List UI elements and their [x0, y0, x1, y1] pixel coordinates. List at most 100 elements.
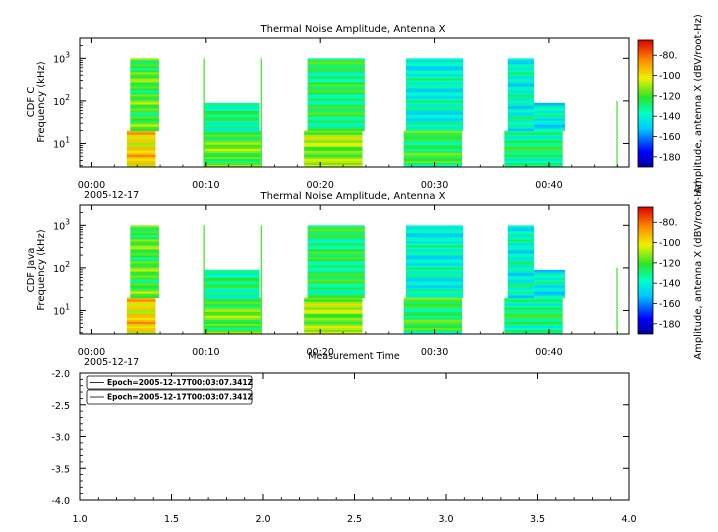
spectrogram-cell — [307, 253, 365, 256]
spectrogram-cell — [307, 96, 365, 99]
spectrogram-cell — [307, 72, 365, 75]
spectrogram-cell — [203, 160, 261, 164]
spectrogram-cell — [126, 144, 156, 148]
spectrogram-cell — [203, 323, 261, 327]
spectrogram-cell — [307, 90, 365, 93]
spectrogram-cell — [307, 245, 365, 248]
spectrogram-cell — [507, 237, 535, 240]
spectrogram-cell — [507, 285, 535, 288]
x-tick-label: 00:20 — [306, 347, 333, 358]
spectrogram-spike — [203, 58, 205, 167]
spectrogram-cell — [203, 317, 261, 321]
spectrogram-cell — [203, 307, 261, 311]
spectrogram-cell — [504, 132, 563, 136]
spectrogram-cell — [307, 269, 365, 272]
spectrogram — [126, 225, 618, 334]
spectrogram-cell — [403, 146, 463, 150]
spectrogram-cell — [534, 283, 565, 287]
spectrogram-cell — [203, 132, 261, 136]
spectrogram-cell — [405, 94, 464, 97]
spectrogram-cell — [304, 323, 363, 327]
spectrogram-cell — [203, 102, 260, 106]
spectrogram-cell — [307, 116, 365, 119]
spectrogram-cell — [130, 285, 159, 288]
spectrogram-cell — [507, 277, 535, 280]
colorbar — [637, 39, 654, 168]
date-label: 2005-12-17 — [84, 357, 139, 368]
spectrogram-cell — [126, 305, 156, 309]
spectrogram-cell — [126, 140, 156, 144]
spectrogram-block — [203, 297, 261, 334]
spectrogram-cell — [130, 84, 159, 87]
spectrogram-cell — [203, 124, 260, 128]
spectrogram-cell — [304, 130, 363, 134]
spectrogram-cell — [405, 112, 464, 115]
spectrogram-block — [507, 58, 535, 132]
y-tick-label: 103 — [53, 50, 70, 65]
spectrogram-cell — [203, 116, 260, 120]
spectrogram-cell — [203, 321, 261, 325]
spectrogram-cell — [403, 154, 463, 158]
spectrogram-cell — [507, 94, 535, 97]
spectrogram-cell — [507, 86, 535, 89]
spectrogram-cell — [130, 72, 159, 75]
spectrogram-block — [203, 102, 260, 132]
y-tick-base: 10 — [53, 97, 65, 108]
spectrogram-cell — [126, 134, 156, 138]
spectrogram-cell — [405, 96, 464, 99]
spectrogram-cell — [403, 160, 463, 164]
spectrogram-cell — [507, 78, 535, 81]
spectrogram-cell — [403, 307, 463, 311]
spectrogram-cell — [203, 142, 261, 146]
legend-entry: Epoch=2005-12-17T00:03:07.341Z — [107, 378, 254, 387]
spectrogram-cell — [534, 281, 565, 285]
spectrogram-cell — [534, 128, 565, 132]
spectrogram-cell — [307, 259, 365, 262]
spectrogram-cell — [130, 295, 159, 299]
panel-title: Thermal Noise Amplitude, Antenna X — [260, 191, 446, 202]
spectrogram-cell — [534, 106, 565, 110]
spectrogram-block — [403, 297, 463, 334]
spectrogram-cell — [507, 124, 535, 128]
spectrogram-cell — [126, 307, 156, 311]
spectrogram-cell — [126, 146, 156, 150]
spectrogram-cell — [307, 58, 365, 61]
spectrogram-cell — [504, 319, 563, 323]
spectrogram-cell — [507, 251, 535, 254]
spectrogram-cell — [405, 64, 464, 67]
spectrogram-cell — [304, 313, 363, 317]
spectrogram-cell — [307, 114, 365, 117]
spectrogram-cell — [203, 104, 260, 108]
spectrogram-cell — [126, 311, 156, 315]
spectrogram-cell — [403, 164, 463, 167]
spectrogram-spike — [616, 267, 618, 334]
spectrogram-cell — [405, 245, 464, 248]
spectrogram-cell — [203, 120, 260, 124]
colorbar-label: Amplitude, antenna X (dBV/root-Hz) — [693, 14, 704, 194]
spectrogram-cell — [130, 76, 159, 79]
x-tick-label: 00:10 — [192, 180, 219, 191]
spectrogram-cell — [126, 313, 156, 317]
spectrogram-cell — [130, 255, 159, 258]
spectrogram-cell — [405, 239, 464, 242]
spectrogram-cell — [405, 72, 464, 75]
spectrogram-cell — [403, 303, 463, 307]
y-tick-label: -4.0 — [51, 496, 70, 507]
spectrogram-cell — [304, 148, 363, 152]
spectrogram-cell — [126, 156, 156, 160]
spectrogram-cell — [126, 317, 156, 321]
spectrogram-cell — [307, 251, 365, 254]
spectrogram-cell — [403, 321, 463, 325]
x-axis: 1.0 1.5 2.0 2.5 3.0 3.5 4.0 — [72, 373, 637, 525]
spectrogram-cell — [130, 271, 159, 274]
spectrogram-cell — [126, 299, 156, 303]
spectrogram-cell — [504, 156, 563, 160]
spectrogram-cell — [130, 253, 159, 256]
spectrogram-cell — [507, 68, 535, 71]
spectrogram-cell — [203, 156, 261, 160]
spectrogram-cell — [126, 164, 156, 167]
spectrogram-cell — [130, 112, 159, 115]
spectrogram-cell — [126, 309, 156, 313]
spectrogram-cell — [130, 60, 159, 63]
spectrogram-cell — [507, 243, 535, 246]
